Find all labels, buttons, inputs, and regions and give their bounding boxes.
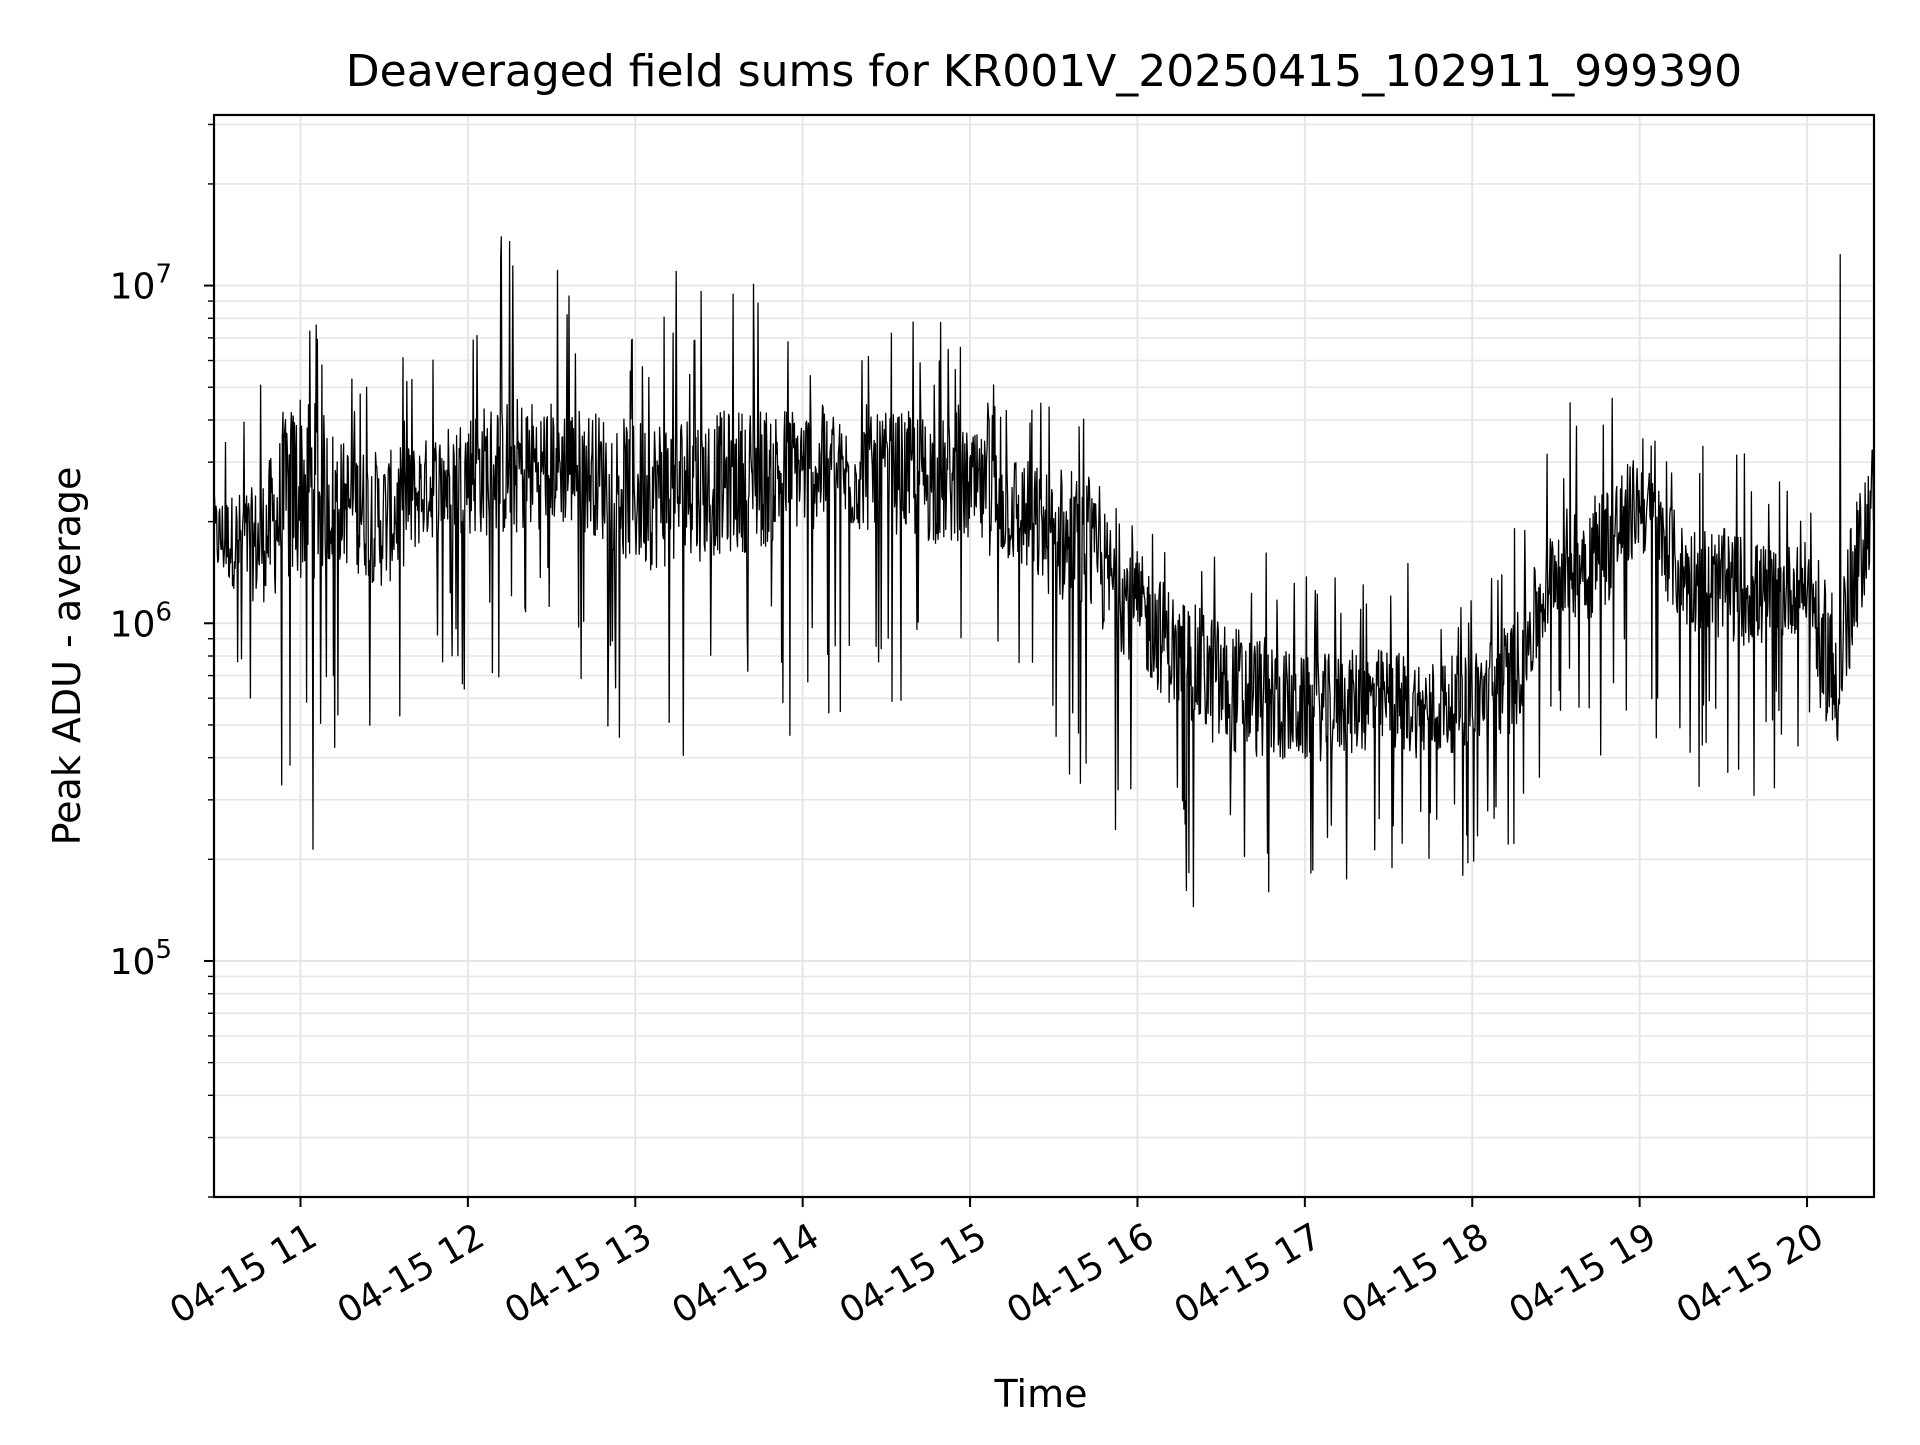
y-tick-label: 107 [110,260,172,308]
data-series [214,236,1874,908]
grid [214,115,1874,1198]
series-line [214,236,1874,908]
y-tick-label: 105 [110,935,172,983]
plot-area [214,236,1874,908]
x-axis-label: Time [994,1372,1088,1416]
y-axis: 105 106 107 [110,123,214,1198]
y-tick-label: 106 [110,597,172,645]
y-axis-label: Peak ADU - average [45,467,89,846]
chart-title: Deaveraged field sums for KR001V_2025041… [346,46,1742,97]
